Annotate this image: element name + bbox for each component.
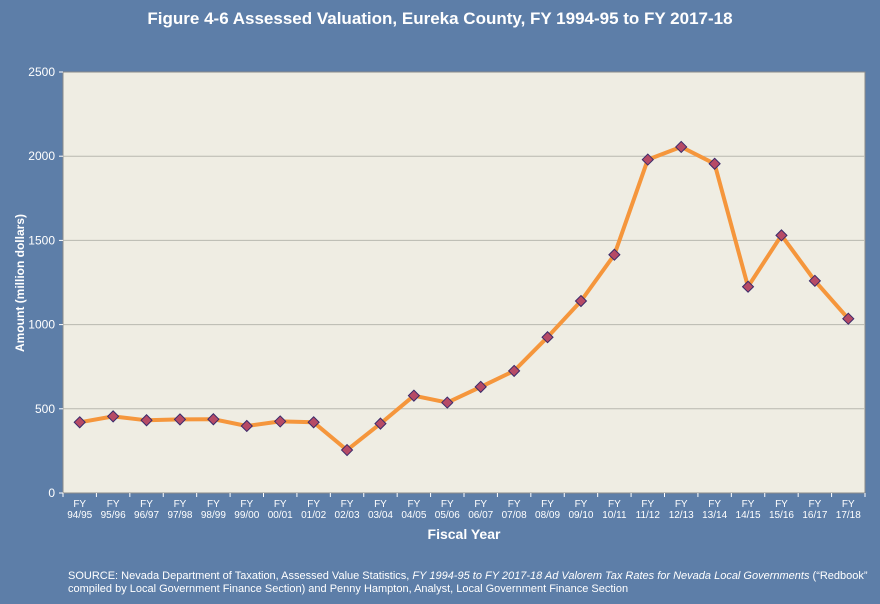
x-tick-label: FY 00/01 bbox=[268, 499, 293, 521]
x-tick-label: FY 01/02 bbox=[301, 499, 326, 521]
y-tick-label: 500 bbox=[35, 402, 55, 416]
data-point-marker bbox=[340, 443, 354, 457]
source-note: SOURCE: Nevada Department of Taxation, A… bbox=[68, 570, 868, 596]
y-tick-label: 2500 bbox=[28, 65, 55, 79]
chart-title: Figure 4-6 Assessed Valuation, Eureka Co… bbox=[147, 9, 733, 28]
x-tick-label: FY 15/16 bbox=[769, 499, 794, 521]
x-tick-label: FY 11/12 bbox=[636, 499, 661, 521]
plot-area bbox=[62, 71, 866, 494]
x-tick-label: FY 98/99 bbox=[201, 499, 226, 521]
data-point-marker bbox=[307, 416, 320, 429]
x-tick-label: FY 12/13 bbox=[669, 499, 694, 521]
data-point-marker bbox=[641, 153, 654, 166]
x-tick-label: FY 17/18 bbox=[836, 499, 861, 521]
x-tick-label: FY 16/17 bbox=[802, 499, 827, 521]
data-point-marker bbox=[675, 140, 688, 154]
data-point-marker bbox=[574, 294, 588, 308]
data-point-marker bbox=[775, 229, 788, 242]
x-tick-label: FY 14/15 bbox=[736, 499, 761, 521]
y-axis-label: Amount (million dollars) bbox=[13, 214, 27, 352]
x-tick-label: FY 05/06 bbox=[435, 499, 460, 521]
data-point-marker bbox=[140, 414, 153, 427]
data-point-marker bbox=[374, 417, 387, 430]
data-point-marker bbox=[808, 274, 822, 288]
data-point-marker bbox=[608, 248, 621, 261]
source-suffix: (“Redbook” compiled by Local Government … bbox=[68, 570, 868, 595]
source-italic: FY 1994-95 to FY 2017-18 Ad Valorem Tax … bbox=[412, 570, 810, 582]
x-tick-label: FY 95/96 bbox=[101, 499, 126, 521]
data-point-marker bbox=[541, 331, 554, 344]
data-point-marker bbox=[507, 364, 521, 378]
x-tick-label: FY 99/00 bbox=[234, 499, 259, 521]
data-point-marker bbox=[73, 416, 86, 429]
x-tick-label: FY 10/11 bbox=[602, 499, 627, 521]
x-tick-label: FY 07/08 bbox=[502, 499, 527, 521]
data-point-marker bbox=[842, 312, 855, 325]
x-tick-label: FY 02/03 bbox=[335, 499, 360, 521]
x-tick-label: FY 94/95 bbox=[67, 499, 92, 521]
y-tick-label: 1000 bbox=[28, 318, 55, 332]
data-point-marker bbox=[207, 413, 220, 426]
x-tick-label: FY 97/98 bbox=[167, 499, 192, 521]
gridlines bbox=[63, 155, 865, 410]
data-point-marker bbox=[106, 410, 120, 423]
data-point-marker bbox=[274, 415, 287, 428]
source-prefix: SOURCE: Nevada Department of Taxation, A… bbox=[68, 570, 413, 582]
y-tick-label: 0 bbox=[48, 486, 55, 500]
y-tick-label: 2000 bbox=[28, 149, 55, 163]
x-axis-ticks: FY 94/95 FY 95/96 FY 96/97 FY 97/98 FY 98/99 FY 99/… bbox=[62, 493, 866, 521]
data-point-marker bbox=[240, 419, 253, 433]
data-point-marker bbox=[708, 157, 721, 170]
x-tick-label: FY 08/09 bbox=[535, 499, 560, 521]
x-tick-label: FY 09/10 bbox=[568, 499, 593, 521]
x-tick-label: FY 13/14 bbox=[702, 499, 727, 521]
series-markers bbox=[73, 140, 855, 457]
x-axis-label: Fiscal Year bbox=[428, 526, 501, 542]
data-point-marker bbox=[741, 280, 755, 293]
x-tick-label: FY 04/05 bbox=[401, 499, 426, 521]
data-point-marker bbox=[173, 413, 187, 426]
x-tick-label: FY 96/97 bbox=[134, 499, 159, 521]
data-point-marker bbox=[407, 389, 421, 402]
y-axis-ticks: 0 500 1000 1500 2000 2500 bbox=[28, 65, 63, 500]
data-point-marker bbox=[474, 380, 487, 394]
x-tick-label: FY 06/07 bbox=[468, 499, 493, 521]
x-tick-label: FY 03/04 bbox=[368, 499, 393, 521]
y-tick-label: 1500 bbox=[28, 233, 55, 247]
data-point-marker bbox=[441, 396, 454, 409]
